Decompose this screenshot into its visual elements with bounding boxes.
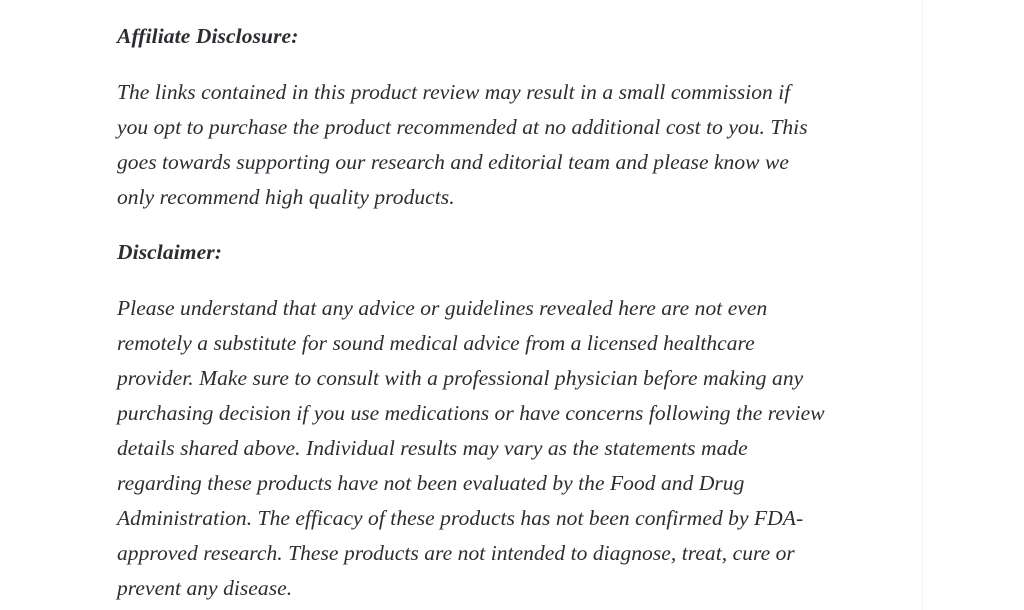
text-line: purchasing decision if you use medicatio… (117, 401, 825, 425)
text-line: The links contained in this product revi… (117, 80, 791, 104)
text-line: remotely a substitute for sound medical … (117, 331, 755, 355)
disclaimer-heading: Disclaimer: (117, 240, 222, 264)
text-line: goes towards supporting our research and… (117, 150, 789, 174)
text-line: Please understand that any advice or gui… (117, 296, 768, 320)
text-line: regarding these products have not been e… (117, 471, 745, 495)
spacer (117, 54, 923, 75)
text-line: approved research. These products are no… (117, 541, 795, 565)
affiliate-disclosure-paragraph: The links contained in this product revi… (117, 75, 923, 215)
spacer (117, 215, 923, 235)
text-line: only recommend high quality products. (117, 185, 455, 209)
text-line: details shared above. Individual results… (117, 436, 748, 460)
text-line: prevent any disease. (117, 576, 293, 600)
content-container-edge (922, 0, 923, 610)
text-line: provider. Make sure to consult with a pr… (117, 366, 804, 390)
text-line: Administration. The efficacy of these pr… (117, 506, 804, 530)
spacer (117, 270, 923, 291)
document-content: Affiliate Disclosure: The links containe… (117, 0, 923, 606)
text-line: you opt to purchase the product recommen… (117, 115, 808, 139)
affiliate-disclosure-heading: Affiliate Disclosure: (117, 24, 299, 48)
disclaimer-paragraph: Please understand that any advice or gui… (117, 291, 923, 606)
